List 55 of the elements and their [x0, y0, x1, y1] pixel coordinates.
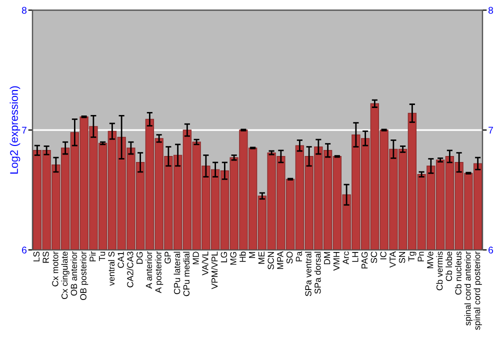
x-tick-label: MD [192, 252, 199, 264]
y2-tick-label: 6 [488, 246, 494, 254]
x-tick-label: Pn [418, 252, 424, 262]
x-tick-label: DM [324, 252, 330, 264]
x-tick-label: VA/VL [202, 252, 208, 276]
x-tick-label: Tu [99, 252, 106, 261]
x-tick-label: ME [258, 252, 264, 264]
x-tick-label: OB anterior [70, 251, 78, 296]
x-tick-label: Pir [89, 251, 96, 262]
x-tick-label: spinal cord posterior [474, 251, 482, 330]
x-tick-label: IC [380, 252, 386, 260]
x-tick-label: MVe [427, 252, 434, 268]
x-tick-label: SCN [268, 252, 274, 270]
x-tick-label: LH [352, 252, 358, 262]
x-tick-label: DG [136, 252, 143, 264]
x-tick-label: VTA [390, 251, 396, 268]
y-tick-label: 6 [22, 246, 27, 254]
x-tick-label: A anterior [146, 251, 152, 289]
x-tick-label: GP [164, 252, 171, 264]
x-tick-label: A posterior [154, 251, 164, 294]
x-tick-label: MG [230, 252, 236, 265]
x-tick-label: SC [370, 252, 378, 264]
x-tick-label: SN [398, 252, 406, 264]
x-tick-label: Cx motor [52, 251, 58, 286]
x-tick-label: M [249, 252, 256, 258]
x-tick-label: Cb lobe [446, 252, 452, 281]
x-tick-label: SO [286, 252, 293, 264]
x-tick-label: RS [42, 252, 49, 263]
x-tick-label: spinal cord anterior [464, 251, 473, 326]
x-tick-label: SPa ventral [304, 252, 312, 296]
y2-tick-label: 7 [488, 126, 493, 134]
x-tick-label: CA1 [118, 252, 124, 268]
x-tick-label: Cb nucleus [454, 252, 462, 295]
x-tick-label: Hb [239, 252, 246, 262]
x-tick-label: CA2/CA3 [126, 252, 134, 288]
x-tick-label: LS [33, 252, 40, 262]
x-tick-label: Pa [296, 251, 302, 262]
x-tick-label: MPA [277, 251, 284, 269]
x-tick-label: Tg [408, 252, 416, 262]
x-tick-label: PAG [361, 252, 368, 268]
x-tick-label: Arc [342, 252, 349, 264]
x-tick-label: OB posterior [80, 251, 88, 300]
y-tick-label: 8 [22, 6, 27, 14]
y2-tick-label: 8 [488, 6, 494, 14]
x-tick-label: CPu lateral [174, 252, 180, 294]
x-tick-label: SPa dorsal [314, 252, 321, 294]
x-tick-label: CPu medial [183, 252, 190, 296]
x-tick-label: LG [220, 252, 228, 262]
x-tick-label: Cx cingulate [61, 252, 70, 299]
y-axis-title: Log2 (expression) [10, 86, 20, 174]
x-tick-label: VMH [333, 252, 340, 271]
y-tick-label: 7 [22, 126, 26, 134]
x-tick-label: VPM/VPL [211, 252, 218, 290]
x-tick-label: Cb vermis [436, 252, 443, 290]
x-tick-label: ventral S [108, 252, 115, 286]
